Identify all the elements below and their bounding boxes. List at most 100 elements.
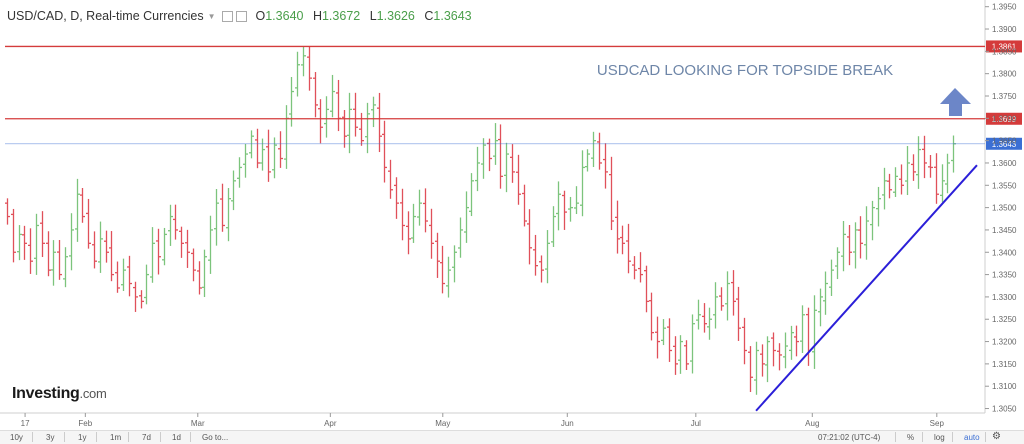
ohlc-bar — [841, 220, 846, 272]
ohlc-bar — [86, 198, 91, 249]
ohlc-bar — [922, 135, 927, 179]
divider — [985, 432, 986, 442]
ohlc-bar — [911, 154, 916, 181]
ohlc-bar — [853, 222, 858, 269]
auto-toggle[interactable]: auto — [964, 433, 980, 442]
price-axis: 1.39501.39001.38501.38001.37501.37001.36… — [985, 3, 1017, 414]
ohlc-bar — [162, 227, 167, 266]
ohlc-bar — [278, 131, 283, 168]
ohlc-bar — [690, 314, 695, 374]
range-1m[interactable]: 1m — [110, 433, 122, 442]
ohlc-bar — [829, 259, 834, 296]
ohlc-bar — [22, 225, 27, 260]
ohlc-bar — [644, 265, 649, 313]
ohlc-bar — [771, 332, 776, 367]
symbol-label[interactable]: USD/CAD, D, Real-time Currencies — [7, 9, 204, 23]
range-1y[interactable]: 1y — [78, 433, 87, 442]
log-toggle[interactable]: log — [934, 433, 945, 442]
x-tick-label: Jun — [561, 419, 574, 428]
range-7d[interactable]: 7d — [142, 433, 151, 442]
ohlc-bar — [63, 247, 68, 288]
ohlc-bar — [655, 316, 660, 359]
ohlc-bar — [609, 156, 614, 231]
x-tick-label: Feb — [78, 419, 92, 428]
ohlc-bars — [5, 46, 956, 395]
ohlc-bar — [800, 305, 805, 353]
ohlc-bar — [144, 264, 149, 305]
y-tick-label: 1.3850 — [992, 47, 1017, 56]
ohlc-bar — [75, 178, 80, 242]
ohlc-bar — [139, 290, 144, 309]
range-1d[interactable]: 1d — [172, 433, 181, 442]
close-value: 1.3643 — [433, 9, 472, 23]
bottom-toolbar: 10y 3y 1y 1m 7d 1d Go to... 07:21:02 (UT… — [0, 430, 1024, 444]
ohlc-bar — [551, 206, 556, 248]
ohlc-bar — [562, 190, 567, 230]
y-tick-label: 1.3600 — [992, 159, 1017, 168]
ohlc-bar — [301, 46, 306, 77]
ohlc-bar — [80, 187, 85, 223]
ohlc-bar — [597, 132, 602, 170]
up-arrow-icon — [940, 88, 971, 116]
ohlc-bar — [435, 232, 440, 278]
y-tick-label: 1.3550 — [992, 181, 1017, 190]
ohlc-bar — [812, 295, 817, 369]
ohlc-bar — [446, 256, 451, 298]
ohlc-bar — [847, 224, 852, 266]
ohlc-bar — [928, 154, 933, 178]
ohlc-bar — [870, 200, 875, 241]
trendline — [755, 164, 978, 412]
price-tag-label: 1.3643 — [992, 140, 1017, 149]
ohlc-bar — [388, 159, 393, 199]
ohlc-bar — [667, 318, 672, 362]
divider — [160, 432, 161, 442]
y-tick-label: 1.3150 — [992, 360, 1017, 369]
ohlc-bar — [440, 245, 445, 294]
ohlc-bar — [231, 170, 236, 211]
ohlc-bar — [719, 287, 724, 311]
ohlc-bar — [28, 228, 33, 274]
ohlc-bar — [742, 317, 747, 365]
ohlc-bar — [69, 213, 74, 271]
ohlc-bar — [818, 288, 823, 327]
divider — [190, 432, 191, 442]
ohlc-bar — [475, 146, 480, 192]
ohlc-bar — [777, 343, 782, 371]
ohlc-bar — [516, 154, 521, 205]
ohlc-bar — [591, 131, 596, 168]
ohlc-bar — [464, 191, 469, 243]
ohlc-bar — [249, 130, 254, 159]
gear-icon[interactable]: ⚙ — [992, 431, 1001, 442]
ohlc-bar — [603, 143, 608, 189]
settings-square-icon[interactable] — [235, 10, 247, 22]
ohlc-bar — [109, 231, 114, 282]
ohlc-bar — [318, 99, 323, 144]
ohlc-bar — [760, 344, 765, 377]
percent-toggle[interactable]: % — [907, 433, 915, 442]
ohlc-bar — [678, 335, 683, 374]
ohlc-bar — [104, 230, 109, 263]
low-value: 1.3626 — [376, 9, 415, 23]
ohlc-bar — [92, 231, 97, 269]
symbol-header: USD/CAD, D, Real-time Currencies ▼ O1.36… — [7, 9, 472, 23]
goto-button[interactable]: Go to... — [202, 433, 229, 442]
price-tag-label: 1.3861 — [992, 42, 1017, 51]
ohlc-bar — [342, 110, 347, 148]
high-value: 1.3672 — [321, 9, 361, 23]
ohlc-bar — [197, 261, 202, 295]
ohlc-bar — [858, 216, 863, 259]
ohlc-bar — [51, 240, 56, 286]
ohlc-bar — [481, 138, 486, 179]
chart-annotation: USDCAD LOOKING FOR TOPSIDE BREAK — [597, 62, 893, 79]
ohlc-bar — [696, 299, 701, 330]
y-tick-label: 1.3950 — [992, 3, 1017, 12]
ohlc-bar — [115, 261, 120, 293]
range-3y[interactable]: 3y — [46, 433, 55, 442]
settings-square-icon[interactable] — [221, 10, 233, 22]
ohlc-bar — [835, 247, 840, 280]
range-10y[interactable]: 10y — [10, 433, 23, 442]
y-tick-label: 1.3250 — [992, 315, 1017, 324]
chevron-down-icon[interactable]: ▼ — [207, 11, 216, 21]
